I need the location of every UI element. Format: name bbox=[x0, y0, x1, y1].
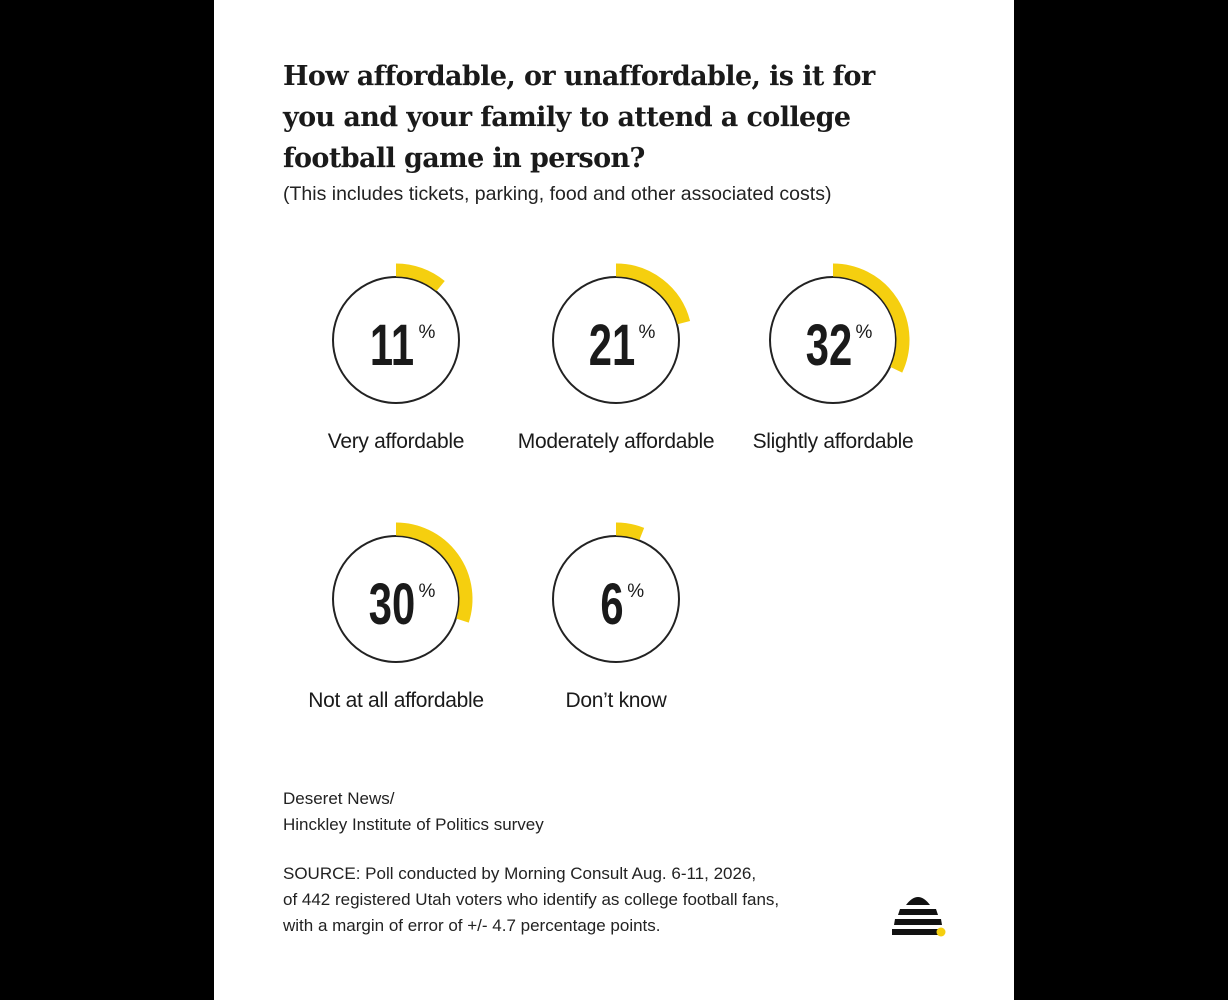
donut-charts: 11% 21% 32% 30% 6% bbox=[214, 0, 1014, 1000]
category-label-not-at-all-affordable: Not at all affordable bbox=[308, 689, 484, 712]
unit-label-very-affordable: % bbox=[419, 322, 436, 343]
donut-arc-don-t-know bbox=[615, 522, 645, 541]
infographic-card: How affordable, or unaffordable, is it f… bbox=[214, 0, 1014, 1000]
value-label-not-at-all-affordable: 30 bbox=[369, 571, 415, 636]
donut-chart-svg: 11% 21% 32 %30% 6% bbox=[332, 263, 910, 663]
source-line-3: with a margin of error of +/- 4.7 percen… bbox=[283, 916, 661, 935]
donut-ring-slightly-affordable bbox=[769, 276, 897, 404]
donut-arc-very-affordable bbox=[395, 263, 445, 292]
category-label-very-affordable: Very affordable bbox=[327, 430, 465, 453]
value-label-slightly-affordable: 32 bbox=[806, 312, 852, 377]
source-line-2: of 442 registered Utah voters who identi… bbox=[283, 890, 780, 909]
credit-line-2: Hinckley Institute of Politics survey bbox=[283, 815, 544, 834]
donut-ring-very-affordable bbox=[332, 276, 460, 404]
donut-arc-moderately-affordable bbox=[615, 263, 691, 325]
donut-ring-don-t-know bbox=[552, 535, 680, 663]
unit-label-slightly-affordable: % bbox=[856, 322, 873, 343]
chart-title: How affordable, or unaffordable, is it f… bbox=[283, 61, 875, 174]
chart-subtitle: (This includes tickets, parking, food an… bbox=[283, 183, 832, 205]
source-line-1: SOURCE: Poll conducted by Morning Consul… bbox=[283, 864, 757, 883]
credit-line-1: Deseret News/ bbox=[283, 789, 395, 808]
source-block: SOURCE: Poll conducted by Morning Consul… bbox=[283, 861, 903, 939]
unit-label-don-t-know: % bbox=[627, 581, 644, 602]
unit-label-moderately-affordable: % bbox=[639, 322, 656, 343]
beehive-icon bbox=[892, 897, 946, 937]
donut-ring-not-at-all-affordable bbox=[332, 535, 460, 663]
donut-ring-moderately-affordable bbox=[552, 276, 680, 404]
unit-label-not-at-all-affordable: % bbox=[419, 581, 436, 602]
value-label-moderately-affordable: 21 bbox=[589, 312, 635, 377]
value-label-don-t-know: 6 bbox=[600, 571, 623, 636]
category-label-don-t-know: Don’t know bbox=[565, 689, 667, 712]
category-label-moderately-affordable: Moderately affordable bbox=[517, 430, 715, 453]
category-label-slightly-affordable: Slightly affordable bbox=[752, 430, 914, 453]
donut-arc-not-at-all-affordable bbox=[395, 522, 473, 623]
credit-block: Deseret News/ Hinckley Institute of Poli… bbox=[283, 786, 883, 838]
value-label-very-affordable: 11 bbox=[370, 312, 414, 377]
donut-arc-slightly-affordable bbox=[832, 263, 910, 373]
